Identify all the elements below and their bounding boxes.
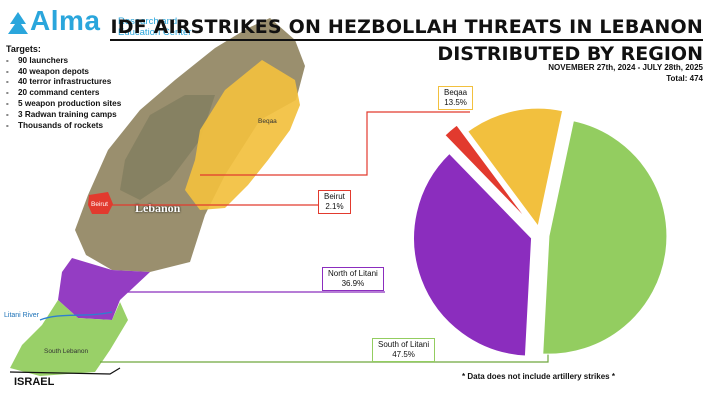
target-item: Thousands of rockets bbox=[6, 121, 121, 132]
north-label-name: North of Litani bbox=[328, 269, 378, 278]
cedar-icon bbox=[8, 12, 28, 34]
beirut-region bbox=[88, 192, 113, 214]
total-count: Total: 474 bbox=[666, 74, 703, 83]
title-line1: IDF AIRSTRIKES ON HEZBOLLAH THREATS IN L… bbox=[110, 16, 703, 38]
south-label-name: South of Litani bbox=[378, 340, 430, 349]
logo-subtitle: Research and Education Center bbox=[118, 16, 191, 38]
south-label-box: South of Litani 47.5% bbox=[372, 338, 436, 362]
south-leader bbox=[100, 345, 549, 363]
south-map-label: South Lebanon bbox=[44, 348, 89, 355]
beqaa-label-value: 13.5% bbox=[444, 98, 467, 107]
title-line2: DISTRIBUTED BY REGION bbox=[437, 42, 703, 65]
target-item: 20 command centers bbox=[6, 88, 121, 99]
target-item: 5 weapon production sites bbox=[6, 99, 121, 110]
logo-subtitle-line2: Education Center bbox=[118, 27, 192, 38]
target-item: 3 Radwan training camps bbox=[6, 110, 121, 121]
south-label-value: 47.5% bbox=[392, 350, 415, 359]
logo-name: Alma bbox=[30, 5, 101, 36]
title-divider bbox=[110, 39, 703, 41]
date-range: NOVEMBER 27th, 2024 - JULY 28th, 2025 bbox=[548, 63, 703, 72]
beqaa-label-box: Beqaa 13.5% bbox=[438, 86, 474, 110]
pie-slice-beirut bbox=[444, 124, 528, 221]
logo: Alma Research and Education Center bbox=[6, 5, 196, 42]
targets-heading: Targets: bbox=[6, 44, 41, 54]
footnote: * Data does not include artillery strike… bbox=[462, 372, 615, 381]
beqaa-region bbox=[185, 60, 300, 210]
border-line bbox=[9, 367, 121, 375]
beqaa-leader bbox=[200, 111, 470, 176]
border-label: ISRAEL bbox=[14, 376, 55, 388]
beirut-label-value: 2.1% bbox=[325, 202, 344, 211]
chart-title: IDF AIRSTRIKES ON HEZBOLLAH THREATS IN L… bbox=[110, 16, 703, 65]
beirut-map-label: Beirut bbox=[91, 201, 108, 208]
pie-slice-south bbox=[542, 120, 668, 355]
pie-slice-north bbox=[413, 152, 533, 357]
litani-river bbox=[39, 311, 113, 321]
beqaa-label-name: Beqaa bbox=[444, 88, 468, 97]
targets-list: Targets: 90 launchers 40 weapon depots 4… bbox=[6, 44, 121, 131]
north-label-value: 36.9% bbox=[341, 279, 365, 288]
north-litani-region bbox=[58, 258, 150, 320]
logo-subtitle-line1: Research and bbox=[118, 16, 178, 27]
beirut-label-name: Beirut bbox=[324, 192, 345, 201]
beirut-label-box: Beirut 2.1% bbox=[318, 190, 351, 214]
beqaa-map-label: Beqaa bbox=[258, 118, 277, 125]
target-item: 40 terror infrastructures bbox=[6, 77, 121, 88]
south-litani-region bbox=[10, 300, 128, 376]
pie-slice-beqaa bbox=[467, 107, 564, 228]
north-label-box: North of Litani 36.9% bbox=[322, 267, 384, 291]
terrain-shade bbox=[120, 95, 215, 200]
river-label: Litani River bbox=[4, 312, 40, 319]
target-item: 90 launchers bbox=[6, 56, 121, 67]
target-item: 40 weapon depots bbox=[6, 67, 121, 78]
